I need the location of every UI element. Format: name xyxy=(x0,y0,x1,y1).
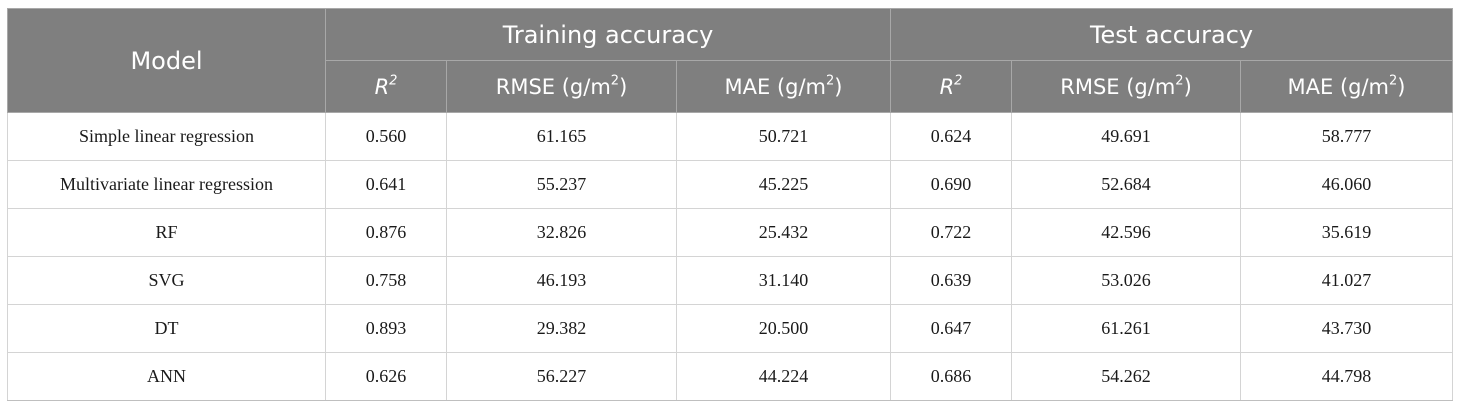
train-rmse-header: RMSE (g/m2) xyxy=(446,60,677,113)
test-mae-cell: 44.798 xyxy=(1240,352,1454,401)
unit-close: ) xyxy=(619,74,628,99)
table-row: SVG 0.758 46.193 31.140 0.639 53.026 41.… xyxy=(7,256,1454,305)
test-r2-cell: 0.690 xyxy=(890,160,1013,209)
test-r2-header: R2 xyxy=(890,60,1013,113)
header-group-row: Model Training accuracy Test accuracy xyxy=(7,8,1454,113)
test-r2-cell: 0.686 xyxy=(890,352,1013,401)
unit-superscript: 2 xyxy=(1175,72,1184,88)
accuracy-table: Model Training accuracy Test accuracy R2… xyxy=(7,8,1454,401)
model-name-cell: Simple linear regression xyxy=(7,112,326,161)
test-mae-cell: 43.730 xyxy=(1240,304,1454,353)
test-rmse-cell: 54.262 xyxy=(1011,352,1242,401)
test-rmse-header: RMSE (g/m2) xyxy=(1011,60,1242,113)
train-r2-cell: 0.560 xyxy=(325,112,447,161)
table-row: RF 0.876 32.826 25.432 0.722 42.596 35.6… xyxy=(7,208,1454,257)
table-body: Simple linear regression 0.560 61.165 50… xyxy=(7,112,1454,401)
model-column-header: Model xyxy=(7,8,326,113)
table-row: DT 0.893 29.382 20.500 0.647 61.261 43.7… xyxy=(7,304,1454,353)
train-r2-cell: 0.758 xyxy=(325,256,447,305)
test-rmse-cell: 61.261 xyxy=(1011,304,1242,353)
test-r2-cell: 0.647 xyxy=(890,304,1013,353)
train-mae-cell: 20.500 xyxy=(675,304,892,353)
table-header: Model Training accuracy Test accuracy R2… xyxy=(7,8,1454,113)
train-r2-cell: 0.641 xyxy=(325,160,447,209)
train-rmse-cell: 55.237 xyxy=(446,160,677,209)
train-rmse-cell: 46.193 xyxy=(446,256,677,305)
train-rmse-cell: 61.165 xyxy=(446,112,677,161)
test-r2-cell: 0.624 xyxy=(890,112,1013,161)
test-r2-cell: 0.722 xyxy=(890,208,1013,257)
train-rmse-cell: 29.382 xyxy=(446,304,677,353)
model-name-cell: DT xyxy=(7,304,326,353)
test-mae-cell: 58.777 xyxy=(1240,112,1454,161)
test-rmse-cell: 42.596 xyxy=(1011,208,1242,257)
unit-close: ) xyxy=(1397,74,1406,99)
model-name-cell: ANN xyxy=(7,352,326,401)
mae-label: MAE (g/m xyxy=(1287,74,1390,99)
table-row: Multivariate linear regression 0.641 55.… xyxy=(7,160,1454,209)
train-mae-cell: 25.432 xyxy=(675,208,892,257)
r2-superscript: 2 xyxy=(389,72,398,88)
unit-close: ) xyxy=(1183,74,1192,99)
model-name-cell: Multivariate linear regression xyxy=(7,160,326,209)
train-rmse-cell: 56.227 xyxy=(446,352,677,401)
mae-label: MAE (g/m xyxy=(724,74,826,99)
rmse-label: RMSE (g/m xyxy=(495,74,611,99)
train-r2-cell: 0.893 xyxy=(325,304,447,353)
model-name-cell: SVG xyxy=(7,256,326,305)
test-rmse-cell: 52.684 xyxy=(1011,160,1242,209)
unit-close: ) xyxy=(834,74,843,99)
test-mae-header: MAE (g/m2) xyxy=(1240,60,1454,113)
rmse-label: RMSE (g/m xyxy=(1060,74,1176,99)
train-rmse-cell: 32.826 xyxy=(446,208,677,257)
header-metric-row: R2 RMSE (g/m2) MAE (g/m2) R2 RMSE (g/m2)… xyxy=(8,60,1454,113)
r2-superscript: 2 xyxy=(954,72,963,88)
table-row: Simple linear regression 0.560 61.165 50… xyxy=(7,112,1454,161)
unit-superscript: 2 xyxy=(610,72,620,88)
train-mae-cell: 50.721 xyxy=(675,112,892,161)
test-accuracy-header: Test accuracy xyxy=(890,8,1454,61)
train-mae-header: MAE (g/m2) xyxy=(675,60,892,113)
test-rmse-cell: 53.026 xyxy=(1011,256,1242,305)
unit-superscript: 2 xyxy=(1389,72,1398,88)
train-r2-header: R2 xyxy=(325,60,447,113)
r2-symbol: R xyxy=(374,74,390,99)
train-mae-cell: 45.225 xyxy=(675,160,892,209)
train-mae-cell: 31.140 xyxy=(675,256,892,305)
test-r2-cell: 0.639 xyxy=(890,256,1013,305)
test-rmse-cell: 49.691 xyxy=(1011,112,1242,161)
train-r2-cell: 0.626 xyxy=(325,352,447,401)
train-mae-cell: 44.224 xyxy=(675,352,892,401)
training-accuracy-header: Training accuracy xyxy=(324,8,892,61)
unit-superscript: 2 xyxy=(826,72,835,88)
table-row: ANN 0.626 56.227 44.224 0.686 54.262 44.… xyxy=(7,352,1454,401)
r2-symbol: R xyxy=(939,74,955,99)
test-mae-cell: 35.619 xyxy=(1240,208,1454,257)
train-r2-cell: 0.876 xyxy=(325,208,447,257)
test-mae-cell: 46.060 xyxy=(1240,160,1454,209)
test-mae-cell: 41.027 xyxy=(1240,256,1454,305)
model-name-cell: RF xyxy=(7,208,326,257)
